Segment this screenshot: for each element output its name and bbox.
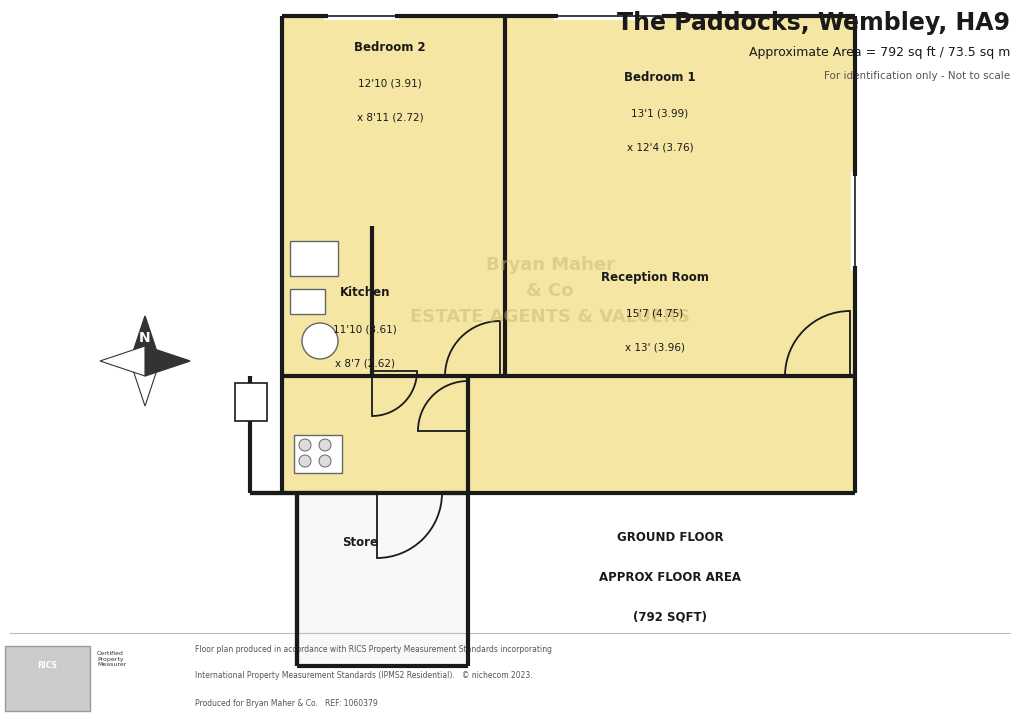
Text: (792 SQFT): (792 SQFT) (633, 611, 706, 624)
Circle shape (299, 455, 311, 467)
Polygon shape (468, 376, 854, 493)
Bar (5, 646, 90, 711)
Text: N: N (139, 332, 151, 345)
Text: International Property Measurement Standards (IPMS2 Residential).   © nichecom 2: International Property Measurement Stand… (195, 671, 532, 681)
Text: Floor plan produced in accordance with RICS Property Measurement Standards incor: Floor plan produced in accordance with R… (195, 645, 551, 653)
Polygon shape (145, 346, 190, 376)
Text: x 12'4 (3.76): x 12'4 (3.76) (626, 143, 693, 153)
Circle shape (299, 439, 311, 451)
Text: RICS: RICS (37, 661, 57, 671)
Text: GROUND FLOOR: GROUND FLOOR (616, 531, 722, 544)
Text: x 8'7 (2.62): x 8'7 (2.62) (334, 358, 394, 368)
Circle shape (302, 323, 337, 359)
Text: 12'10 (3.91): 12'10 (3.91) (358, 79, 422, 89)
Text: x 13' (3.96): x 13' (3.96) (625, 343, 685, 353)
Text: Approximate Area = 792 sq ft / 73.5 sq m: Approximate Area = 792 sq ft / 73.5 sq m (748, 46, 1009, 59)
Bar (293, 435, 341, 473)
Text: Produced for Bryan Maher & Co.   REF: 1060379: Produced for Bryan Maher & Co. REF: 1060… (195, 699, 377, 707)
Polygon shape (281, 376, 468, 493)
Text: Bryan Maher
& Co
ESTATE AGENTS & VALUERS: Bryan Maher & Co ESTATE AGENTS & VALUERS (410, 256, 689, 327)
Bar (234, 383, 267, 421)
Text: Certified
Property
Measurer: Certified Property Measurer (97, 650, 126, 668)
Polygon shape (281, 16, 854, 376)
Text: For identification only - Not to scale: For identification only - Not to scale (823, 71, 1009, 81)
Text: 15'7 (4.75): 15'7 (4.75) (626, 309, 683, 319)
Polygon shape (297, 493, 468, 666)
Text: 11'10 (3.61): 11'10 (3.61) (333, 324, 396, 334)
Text: Reception Room: Reception Room (600, 271, 708, 284)
Text: APPROX FLOOR AREA: APPROX FLOOR AREA (598, 571, 740, 584)
Text: x 8'11 (2.72): x 8'11 (2.72) (357, 113, 423, 123)
Text: The Paddocks, Wembley, HA9: The Paddocks, Wembley, HA9 (616, 11, 1009, 35)
Circle shape (319, 455, 331, 467)
Text: 13'1 (3.99): 13'1 (3.99) (631, 109, 688, 119)
Polygon shape (129, 316, 160, 361)
Bar (289, 289, 325, 314)
Text: Kitchen: Kitchen (339, 286, 390, 299)
Text: Bedroom 2: Bedroom 2 (354, 41, 425, 54)
Bar (289, 241, 337, 276)
Text: Bedroom 1: Bedroom 1 (624, 71, 695, 84)
Circle shape (319, 439, 331, 451)
Polygon shape (100, 346, 145, 376)
Polygon shape (129, 361, 160, 406)
Text: Store: Store (341, 536, 378, 549)
